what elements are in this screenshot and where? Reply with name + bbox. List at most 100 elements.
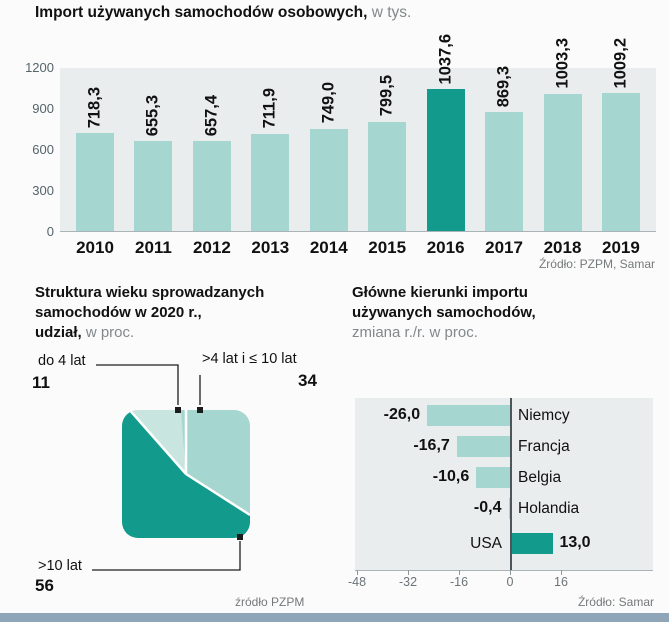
bar-value-label-2019: 1009,2 [611, 37, 630, 89]
x-tick-mark [510, 570, 511, 575]
x-axis-label-2018: 2018 [543, 238, 582, 257]
bar-value-label-2011: 655,3 [143, 95, 162, 137]
wedge--10-lat [122, 410, 250, 538]
wedge-border [128, 410, 187, 475]
bar-2019 [601, 93, 640, 231]
bar-2014 [309, 128, 348, 231]
hbar-Holandia [508, 498, 510, 519]
bar-column-2011: 655,3 [131, 67, 175, 231]
marker-4do10lat [197, 407, 203, 413]
hbar-category-Francja: Francja [518, 438, 570, 455]
square-pie-wedges [122, 410, 250, 538]
x-tick-mark [561, 570, 562, 575]
wedge-border [185, 472, 250, 517]
x-axis-label-2014: 2014 [309, 238, 348, 257]
wedge-do-4-lat [129, 410, 186, 474]
import-chart-title-line1: Główne kierunki importu [352, 284, 528, 301]
bar-column-2016: 1037,6 [424, 34, 468, 231]
bar-2012 [192, 141, 231, 231]
bar-column-2015: 799,5 [365, 67, 409, 231]
x-tick-mark [357, 570, 358, 575]
bar-value-label-2017: 869,3 [494, 65, 513, 108]
main-chart-title-unit: w tys. [367, 4, 412, 21]
hbar-Francja [456, 436, 510, 457]
x-axis: 2010 2011 2012 2013 2014 2015 2016 2017 2018 2019 [60, 238, 656, 258]
hbar-category-Belgia: Belgia [518, 469, 562, 486]
y-axis-label: 300 [32, 183, 54, 198]
age-slice-value-4do10lat: 34 [298, 371, 317, 390]
bar-2015 [368, 121, 407, 231]
import-chart-source: Źródło: Samar [577, 595, 654, 609]
x-axis-label-2016: 2016 [426, 238, 465, 257]
bar-column-2017: 869,3 [482, 65, 526, 231]
x-tick-label--32: -32 [398, 575, 418, 589]
hbar-category-Niemcy: Niemcy [518, 407, 570, 424]
main-chart-title: Import używanych samochodów osobowych, w… [35, 4, 411, 22]
age-slice-label-do4lat: do 4 lat [38, 353, 86, 369]
hbar-Niemcy [427, 405, 510, 426]
bar-column-2014: 749,0 [307, 67, 351, 231]
bar-chart-plot: 718,3 655,3 657,4 711,9 749,0 799,5 1037,6 869,… [60, 34, 656, 232]
import-chart-title: Główne kierunki importu używanych samoch… [352, 283, 536, 343]
age-chart-title-unit: w proc. [81, 324, 135, 341]
hbar-category-Holandia: Holandia [518, 500, 580, 517]
bar-value-label-2012: 657,4 [202, 94, 221, 137]
x-tick-label-16: 16 [554, 575, 568, 589]
main-chart-source: Źródło: PZPM, Samar [538, 257, 655, 271]
bar-2017 [485, 112, 524, 231]
age-chart-title-line2: samochodów w 2020 r., [35, 304, 202, 321]
bar-2010 [76, 132, 114, 231]
hbar-value-Belgia: -10,6 [432, 468, 470, 485]
import-chart-subtitle: zmiana r./r. w proc. [352, 324, 478, 341]
age-chart-title-bold-tail: udział, [35, 324, 82, 341]
x-axis-label-2015: 2015 [368, 238, 407, 257]
leader-line-ponad10lat [92, 541, 241, 571]
y-axis-label: 1200 [25, 60, 54, 75]
age-chart-title-line3: udział, w proc. [35, 323, 264, 343]
bar-column-2013: 711,9 [248, 67, 292, 231]
y-axis-label: 900 [32, 101, 54, 116]
x-axis-label-2010: 2010 [76, 238, 114, 257]
bar-2018 [543, 93, 582, 231]
bottom-strip [0, 613, 669, 622]
import-chart-title-line2: używanych samochodów, [352, 304, 536, 321]
x-tick-label-0: 0 [506, 575, 514, 589]
age-structure-section: Struktura wieku sprowadzanych samochodów… [30, 283, 350, 613]
x-axis-label-2013: 2013 [251, 238, 290, 257]
bar-2013 [251, 133, 290, 231]
wedge--4-lat-i-10-lat [180, 410, 250, 515]
bar-value-label-2015: 799,5 [377, 75, 396, 117]
marker-do4lat [175, 407, 181, 413]
age-chart-title: Struktura wieku sprowadzanych samochodów… [35, 283, 264, 343]
x-axis-label-2019: 2019 [602, 238, 640, 257]
leader-line-do4lat [96, 364, 179, 405]
age-slice-value-ponad10lat: 56 [35, 576, 54, 595]
bar-value-label-2016: 1037,6 [436, 33, 455, 85]
x-axis-label-2012: 2012 [192, 238, 231, 257]
x-tick-label--48: -48 [347, 575, 367, 589]
age-slice-value-do4lat: 11 [32, 373, 50, 392]
age-chart-title-line1: Struktura wieku sprowadzanych [35, 284, 265, 301]
bar-column-2010: 718,3 [73, 67, 117, 231]
x-tick-mark [459, 570, 460, 575]
x-axis-label-2017: 2017 [485, 238, 523, 257]
bar-2011 [134, 141, 173, 231]
y-axis-label: 0 [46, 224, 54, 239]
bar-value-label-2018: 1003,3 [553, 38, 571, 89]
import-directions-section: Główne kierunki importu używanych samoch… [348, 283, 664, 613]
age-slice-label-ponad10lat: >10 lat [38, 558, 82, 574]
x-axis-label-2011: 2011 [134, 238, 172, 257]
y-axis-label: 600 [32, 142, 54, 157]
bar-column-2019: 1009,2 [599, 38, 643, 231]
age-slice-label-4do10lat: >4 lat i ≤ 10 lat [202, 351, 297, 367]
x-tick-mark [408, 570, 409, 575]
hbar-value-Holandia: -0,4 [473, 499, 502, 516]
age-chart-source: źródło PZPM [235, 595, 305, 609]
hbar-category-USA: USA [470, 535, 502, 552]
bar-2016 [426, 89, 465, 231]
bar-value-label-2010: 718,3 [85, 86, 104, 128]
square-pie-borders [128, 410, 250, 517]
bar-value-label-2014: 749,0 [319, 82, 338, 124]
bar-column-2012: 657,4 [190, 67, 234, 231]
